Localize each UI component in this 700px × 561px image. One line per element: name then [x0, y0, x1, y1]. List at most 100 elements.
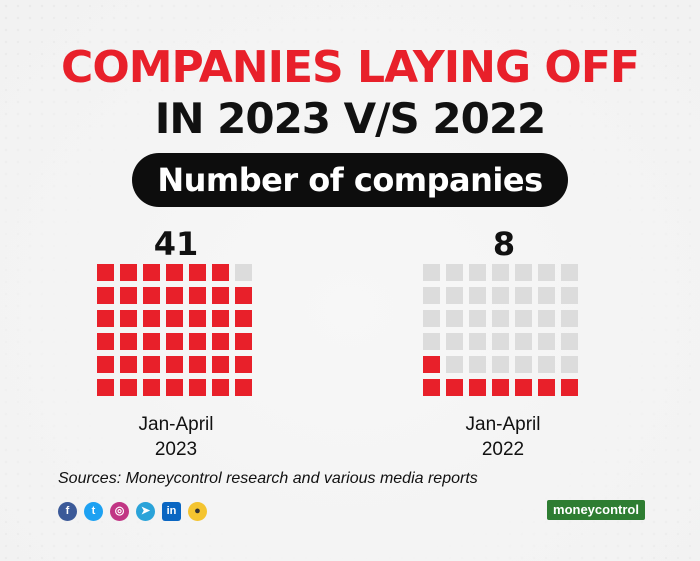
waffle-cell-filled [235, 333, 252, 350]
waffle-cell-empty [469, 264, 486, 281]
waffle-cell-empty [446, 310, 463, 327]
waffle-cell-empty [446, 287, 463, 304]
waffle-cell-filled [423, 356, 440, 373]
waffle-cell-empty [538, 333, 555, 350]
subtitle-pill: Number of companies [132, 153, 568, 207]
waffle-cell-empty [492, 264, 509, 281]
waffle-cell-filled [97, 333, 114, 350]
waffle-cell-filled [143, 379, 160, 396]
waffle-cell-empty [446, 356, 463, 373]
waffle-cell-empty [492, 356, 509, 373]
waffle-grid-2022 [423, 264, 580, 401]
waffle-cell-filled [120, 287, 137, 304]
waffle-cell-empty [538, 310, 555, 327]
waffle-cell-empty [515, 264, 532, 281]
waffle-cell-empty [492, 310, 509, 327]
waffle-cell-filled [212, 333, 229, 350]
waffle-cell-filled [212, 379, 229, 396]
waffle-cell-filled [166, 287, 183, 304]
linkedin-icon[interactable]: in [162, 502, 181, 521]
period-label-2022-line2: 2022 [481, 439, 525, 460]
count-2023: 41 [153, 225, 199, 263]
waffle-cell-filled [561, 379, 578, 396]
waffle-cell-filled [120, 379, 137, 396]
period-label-2022-line1: Jan-April [465, 414, 541, 435]
title-line-1: COMPANIES LAYING OFF [61, 42, 640, 93]
waffle-cell-filled [97, 356, 114, 373]
waffle-cell-filled [143, 287, 160, 304]
waffle-cell-filled [189, 379, 206, 396]
waffle-cell-filled [166, 264, 183, 281]
waffle-cell-empty [423, 310, 440, 327]
period-label-2023: Jan-April 2023 [76, 412, 276, 462]
waffle-cell-filled [492, 379, 509, 396]
waffle-cell-filled [235, 310, 252, 327]
waffle-cell-filled [189, 264, 206, 281]
koo-icon[interactable]: ● [188, 502, 207, 521]
waffle-cell-filled [143, 356, 160, 373]
waffle-cell-filled [212, 287, 229, 304]
waffle-cell-filled [212, 264, 229, 281]
waffle-cell-filled [469, 379, 486, 396]
waffle-cell-empty [561, 264, 578, 281]
waffle-cell-filled [166, 333, 183, 350]
waffle-cell-filled [97, 310, 114, 327]
waffle-cell-empty [469, 356, 486, 373]
waffle-cell-filled [166, 379, 183, 396]
waffle-cell-empty [515, 310, 532, 327]
waffle-cell-filled [189, 287, 206, 304]
waffle-cell-empty [492, 287, 509, 304]
waffle-cell-empty [423, 264, 440, 281]
brand-logo: moneycontrol [547, 500, 645, 520]
waffle-cell-empty [469, 287, 486, 304]
waffle-cell-empty [561, 310, 578, 327]
waffle-cell-filled [143, 310, 160, 327]
waffle-cell-filled [189, 310, 206, 327]
period-label-2023-line1: Jan-April [138, 414, 214, 435]
sources-note: Sources: Moneycontrol research and vario… [58, 470, 478, 487]
waffle-cell-filled [120, 264, 137, 281]
waffle-cell-filled [212, 356, 229, 373]
waffle-cell-filled [235, 356, 252, 373]
twitter-icon[interactable]: t [84, 502, 103, 521]
period-label-2023-line2: 2023 [154, 439, 198, 460]
waffle-cell-empty [492, 333, 509, 350]
telegram-icon[interactable]: ➤ [136, 502, 155, 521]
waffle-cell-filled [97, 264, 114, 281]
waffle-cell-filled [97, 379, 114, 396]
waffle-cell-filled [538, 379, 555, 396]
waffle-cell-empty [538, 287, 555, 304]
waffle-cell-filled [166, 310, 183, 327]
instagram-icon[interactable]: ◎ [110, 502, 129, 521]
waffle-cell-filled [189, 356, 206, 373]
count-2022: 8 [492, 225, 516, 263]
waffle-cell-filled [446, 379, 463, 396]
waffle-cell-empty [423, 333, 440, 350]
waffle-cell-filled [189, 333, 206, 350]
waffle-cell-filled [120, 310, 137, 327]
waffle-cell-filled [235, 287, 252, 304]
waffle-cell-filled [120, 356, 137, 373]
waffle-cell-empty [561, 287, 578, 304]
waffle-cell-filled [212, 310, 229, 327]
waffle-cell-empty [423, 287, 440, 304]
title-line-2: IN 2023 V/S 2022 [154, 94, 547, 143]
waffle-cell-empty [469, 310, 486, 327]
waffle-cell-empty [446, 264, 463, 281]
waffle-cell-filled [515, 379, 532, 396]
waffle-cell-filled [143, 333, 160, 350]
waffle-cell-filled [423, 379, 440, 396]
waffle-cell-empty [469, 333, 486, 350]
waffle-cell-empty [561, 333, 578, 350]
waffle-cell-empty [538, 264, 555, 281]
waffle-cell-filled [235, 379, 252, 396]
period-label-2022: Jan-April 2022 [403, 412, 603, 462]
waffle-cell-filled [120, 333, 137, 350]
waffle-cell-empty [538, 356, 555, 373]
waffle-cell-empty [446, 333, 463, 350]
waffle-cell-empty [561, 356, 578, 373]
facebook-icon[interactable]: f [58, 502, 77, 521]
waffle-cell-empty [515, 356, 532, 373]
waffle-cell-filled [143, 264, 160, 281]
